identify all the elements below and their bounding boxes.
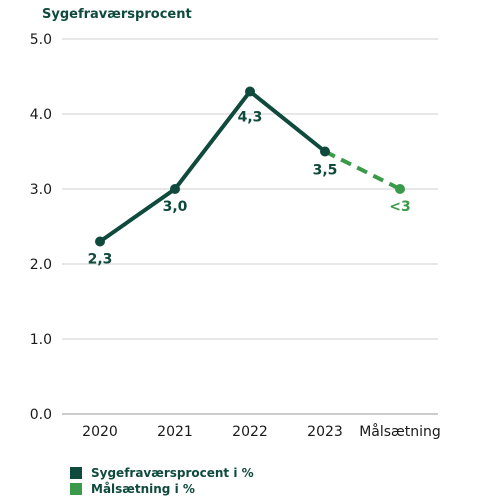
- data-point: [320, 146, 330, 157]
- legend-swatch-sygefravaer: [70, 467, 82, 479]
- chart-title: Sygefraværsprocent: [42, 7, 192, 22]
- legend-label-sygefravaer: Sygefraværsprocent i %: [91, 466, 254, 480]
- y-tick-label: 2.0: [30, 257, 52, 273]
- series-line-0: [98, 89, 327, 244]
- legend-swatch-maalsaetning: [70, 483, 82, 495]
- data-label: 3,5: [313, 163, 338, 179]
- legend-item-maalsaetning: Målsætning i %: [70, 481, 254, 497]
- legend: Sygefraværsprocent i % Målsætning i %: [70, 465, 254, 497]
- legend-label-maalsaetning: Målsætning i %: [91, 482, 195, 496]
- data-point: [170, 184, 180, 194]
- y-tick-label: 0.0: [30, 407, 52, 423]
- data-point: [245, 86, 255, 97]
- data-label: <3: [389, 199, 410, 215]
- data-point: [395, 184, 405, 194]
- legend-item-sygefravaer: Sygefraværsprocent i %: [70, 465, 254, 481]
- x-tick-label: 2022: [232, 424, 268, 440]
- y-tick-label: 3.0: [30, 182, 52, 198]
- y-tick-label: 4.0: [30, 107, 52, 123]
- y-tick-label: 1.0: [30, 332, 52, 348]
- series-line-1: [324, 149, 401, 191]
- data-label: 2,3: [88, 252, 113, 268]
- y-tick-label: 5.0: [30, 32, 52, 48]
- x-tick-label: 2023: [307, 424, 343, 440]
- x-tick-label: 2020: [82, 424, 118, 440]
- data-point: [95, 236, 105, 247]
- x-tick-label: 2021: [157, 424, 193, 440]
- data-label: 3,0: [163, 199, 188, 215]
- x-tick-label: Målsætning: [359, 423, 441, 440]
- data-label: 4,3: [238, 110, 263, 126]
